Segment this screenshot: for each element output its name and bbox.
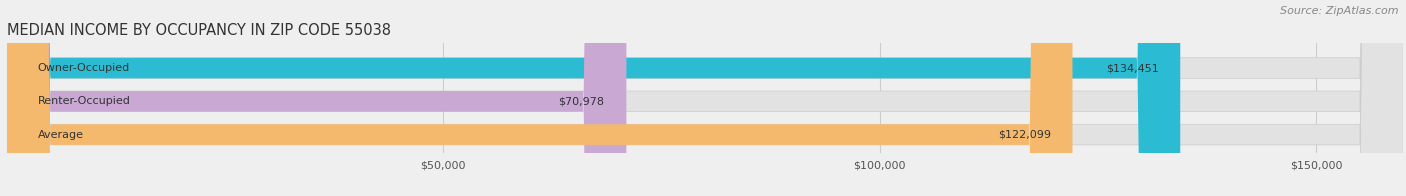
Text: $122,099: $122,099	[998, 130, 1050, 140]
Text: Owner-Occupied: Owner-Occupied	[38, 63, 129, 73]
Text: Renter-Occupied: Renter-Occupied	[38, 96, 131, 106]
Text: Source: ZipAtlas.com: Source: ZipAtlas.com	[1281, 6, 1399, 16]
FancyBboxPatch shape	[7, 0, 627, 196]
Text: Average: Average	[38, 130, 83, 140]
Text: $134,451: $134,451	[1105, 63, 1159, 73]
FancyBboxPatch shape	[7, 0, 1403, 196]
FancyBboxPatch shape	[7, 0, 1403, 196]
FancyBboxPatch shape	[7, 0, 1180, 196]
Text: MEDIAN INCOME BY OCCUPANCY IN ZIP CODE 55038: MEDIAN INCOME BY OCCUPANCY IN ZIP CODE 5…	[7, 23, 391, 38]
FancyBboxPatch shape	[7, 0, 1073, 196]
FancyBboxPatch shape	[7, 0, 1403, 196]
Text: $70,978: $70,978	[558, 96, 605, 106]
